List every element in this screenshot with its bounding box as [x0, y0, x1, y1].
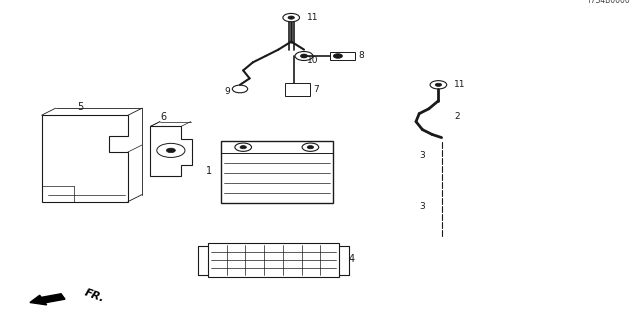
Text: 1: 1 — [206, 166, 212, 176]
Bar — [208, 243, 339, 277]
Circle shape — [307, 146, 314, 149]
Text: FR.: FR. — [83, 288, 106, 304]
Text: T7S4B0600: T7S4B0600 — [587, 0, 630, 5]
Text: 2: 2 — [454, 112, 460, 121]
Bar — [330, 52, 355, 60]
Circle shape — [240, 146, 246, 149]
Circle shape — [301, 54, 307, 58]
Text: 11: 11 — [454, 80, 466, 89]
Text: 8: 8 — [358, 52, 364, 60]
Text: 3: 3 — [419, 151, 425, 160]
Text: 5: 5 — [77, 102, 83, 112]
Circle shape — [288, 16, 294, 19]
Text: 3: 3 — [419, 202, 425, 211]
Text: 6: 6 — [160, 112, 166, 122]
Circle shape — [435, 83, 442, 86]
Text: 9: 9 — [224, 87, 230, 96]
Circle shape — [166, 148, 175, 153]
Bar — [285, 83, 310, 96]
Circle shape — [333, 54, 342, 58]
Text: 10: 10 — [307, 56, 319, 65]
Text: 4: 4 — [349, 254, 355, 264]
Bar — [221, 141, 333, 203]
FancyArrow shape — [30, 294, 65, 305]
Text: 7: 7 — [314, 85, 319, 94]
Text: 11: 11 — [307, 13, 319, 22]
